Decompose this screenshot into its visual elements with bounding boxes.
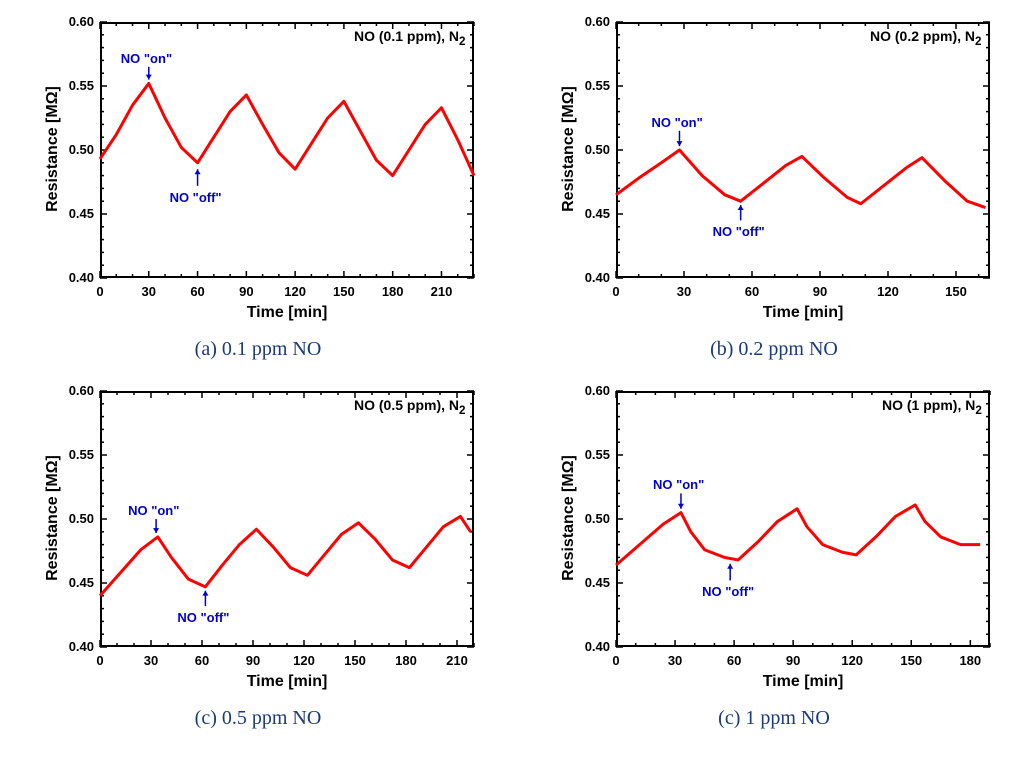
caption-c: (c) 0.5 ppm NO	[195, 707, 322, 730]
xtick-label: 90	[781, 653, 805, 668]
xtick-label: 150	[332, 284, 356, 299]
annotation-label: NO "off"	[702, 584, 754, 599]
ytick-label: 0.60	[585, 383, 610, 398]
ytick-label: 0.40	[585, 639, 610, 654]
figure-grid: 0 30 60 90 120 150 180 210 0.40 0.45 0.50 0.55 0.60 R…	[10, 10, 1012, 748]
xtick-label: 60	[186, 284, 210, 299]
caption-a: (a) 0.1 ppm NO	[195, 338, 322, 361]
ytick-label: 0.45	[585, 575, 610, 590]
ytick-label: 0.60	[69, 14, 94, 29]
annotation-label: NO "on"	[653, 477, 704, 492]
ytick-label: 0.40	[69, 639, 94, 654]
y-axis-label: Resistance [MΩ]	[44, 455, 62, 581]
xtick-label: 180	[381, 284, 405, 299]
xtick-label: 120	[292, 653, 316, 668]
xtick-label: 30	[672, 284, 696, 299]
xtick-label: 90	[234, 284, 258, 299]
x-axis-label: Time [min]	[237, 673, 337, 691]
xtick-label: 30	[137, 284, 161, 299]
ytick-label: 0.55	[69, 447, 94, 462]
xtick-label: 60	[190, 653, 214, 668]
xtick-label: 30	[663, 653, 687, 668]
xtick-label: 0	[604, 284, 628, 299]
annotation-label: NO "on"	[651, 115, 702, 130]
chart-svg	[544, 379, 1004, 699]
xtick-label: 30	[139, 653, 163, 668]
panel-a: 0 30 60 90 120 150 180 210 0.40 0.45 0.50 0.55 0.60 R…	[10, 10, 506, 379]
x-axis-label: Time [min]	[237, 304, 337, 322]
panel-d: 0 30 60 90 120 150 180 0.40 0.45 0.50 0.55 0.60 Resi…	[526, 379, 1012, 748]
data-series-line	[616, 150, 985, 208]
caption-d: (c) 1 ppm NO	[718, 707, 830, 730]
xtick-label: 180	[958, 653, 982, 668]
chart-svg	[28, 379, 488, 699]
xtick-label: 120	[840, 653, 864, 668]
xtick-label: 0	[604, 653, 628, 668]
xtick-label: 180	[394, 653, 418, 668]
ytick-label: 0.45	[69, 575, 94, 590]
xtick-label: 150	[944, 284, 968, 299]
ytick-label: 0.40	[585, 270, 610, 285]
panel-c: 0 30 60 90 120 150 180 210 0.40 0.45 0.50 0.55 0.60 R…	[10, 379, 506, 748]
data-series-line	[100, 83, 474, 175]
caption-b: (b) 0.2 ppm NO	[710, 338, 838, 361]
x-axis-label: Time [min]	[753, 304, 853, 322]
ytick-label: 0.60	[585, 14, 610, 29]
annotation-label: NO "on"	[128, 503, 179, 518]
ytick-label: 0.60	[69, 383, 94, 398]
ytick-label: 0.55	[585, 447, 610, 462]
xtick-label: 90	[241, 653, 265, 668]
ytick-label: 0.40	[69, 270, 94, 285]
ytick-label: 0.45	[585, 206, 610, 221]
legend-label: NO (0.1 ppm), N2	[354, 28, 466, 48]
data-series-line	[616, 505, 980, 565]
xtick-label: 90	[808, 284, 832, 299]
xtick-label: 120	[283, 284, 307, 299]
ytick-label: 0.50	[585, 511, 610, 526]
xtick-label: 210	[429, 284, 453, 299]
legend-label: NO (0.2 ppm), N2	[870, 28, 982, 48]
annotation-label: NO "off"	[177, 610, 229, 625]
xtick-label: 0	[88, 653, 112, 668]
panel-b: 0 30 60 90 120 150 0.40 0.45 0.50 0.55 0.60 Resista…	[526, 10, 1012, 379]
ytick-label: 0.55	[585, 78, 610, 93]
y-axis-label: Resistance [MΩ]	[560, 455, 578, 581]
ytick-label: 0.55	[69, 78, 94, 93]
chart-svg	[544, 10, 1004, 330]
annotation-label: NO "off"	[713, 224, 765, 239]
ytick-label: 0.50	[585, 142, 610, 157]
xtick-label: 150	[899, 653, 923, 668]
xtick-label: 150	[343, 653, 367, 668]
legend-label: NO (1 ppm), N2	[882, 397, 982, 417]
annotation-label: NO "on"	[121, 51, 172, 66]
legend-label: NO (0.5 ppm), N2	[354, 397, 466, 417]
annotation-label: NO "off"	[170, 190, 222, 205]
xtick-label: 60	[722, 653, 746, 668]
xtick-label: 210	[445, 653, 469, 668]
xtick-label: 60	[740, 284, 764, 299]
ytick-label: 0.50	[69, 511, 94, 526]
xtick-label: 0	[88, 284, 112, 299]
x-axis-label: Time [min]	[753, 673, 853, 691]
y-axis-label: Resistance [MΩ]	[44, 86, 62, 212]
xtick-label: 120	[876, 284, 900, 299]
ytick-label: 0.50	[69, 142, 94, 157]
y-axis-label: Resistance [MΩ]	[560, 86, 578, 212]
chart-svg	[28, 10, 488, 330]
ytick-label: 0.45	[69, 206, 94, 221]
